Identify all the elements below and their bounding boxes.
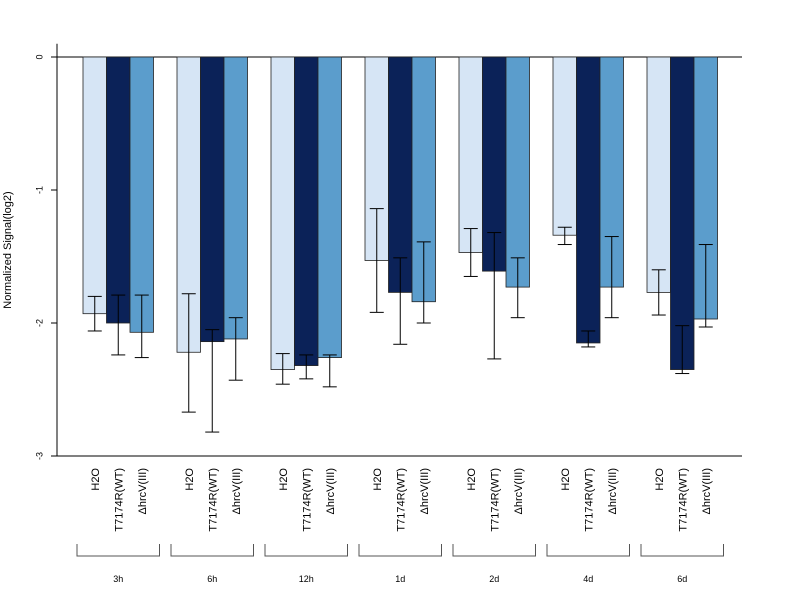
bar-label: H2O (654, 468, 666, 491)
group-bracket (76, 544, 160, 557)
bar (458, 56, 483, 253)
bars-layer (82, 56, 718, 433)
bar (82, 56, 107, 315)
bar-label: H2O (466, 468, 478, 491)
group-label: 2d (489, 574, 499, 584)
group-bracket (358, 544, 442, 557)
bar (576, 56, 601, 344)
group-label: 6h (207, 574, 217, 584)
bar-label: T7174R(WT) (395, 468, 407, 532)
bar-label: T7174R(WT) (677, 468, 689, 532)
group-label: 4d (583, 574, 593, 584)
bar-label: ΔhrcV(III) (701, 468, 713, 514)
y-tick-label: -1 (34, 186, 44, 194)
bar-label: H2O (560, 468, 572, 491)
bar (505, 56, 530, 288)
bar (106, 56, 131, 324)
bar-label: ΔhrcV(III) (231, 468, 243, 514)
group-label: 1d (395, 574, 405, 584)
bar-label: H2O (184, 468, 196, 491)
bar (129, 56, 154, 333)
bar-label: H2O (90, 468, 102, 491)
bar (552, 56, 577, 236)
labels-layer: H2O T7174R(WT) ΔhrcV(III) 3h H2O T7174R(WT) Δh… (76, 468, 724, 584)
bar-label: ΔhrcV(III) (137, 468, 149, 514)
bar (200, 56, 225, 343)
bar (317, 56, 342, 358)
y-tick-label: 0 (34, 54, 44, 59)
bar-label: T7174R(WT) (301, 468, 313, 532)
group-label: 6d (677, 574, 687, 584)
bar-label: T7174R(WT) (583, 468, 595, 532)
group-bracket (170, 544, 254, 557)
group-label: 3h (113, 574, 123, 584)
y-tick-label: -2 (34, 319, 44, 327)
bar (270, 56, 295, 370)
bar (388, 56, 413, 293)
group-bracket (452, 544, 536, 557)
group-bracket (546, 544, 630, 557)
y-tick-label: -3 (34, 452, 44, 460)
bar-label: T7174R(WT) (207, 468, 219, 532)
bar (223, 56, 248, 340)
y-axis-title: Normalized Signal(log2) (2, 191, 14, 308)
bar-label: ΔhrcV(III) (607, 468, 619, 514)
bar-label: T7174R(WT) (489, 468, 501, 532)
group-bracket (264, 544, 348, 557)
group-label: 12h (299, 574, 314, 584)
bar-label: H2O (278, 468, 290, 491)
bar-label: ΔhrcV(III) (513, 468, 525, 514)
bar (646, 56, 671, 293)
group-bracket (640, 544, 724, 557)
bar (670, 56, 695, 370)
bar-label: ΔhrcV(III) (325, 468, 337, 514)
bar (294, 56, 319, 366)
bar-label: T7174R(WT) (113, 468, 125, 532)
bar-label: H2O (372, 468, 384, 491)
bar-label: ΔhrcV(III) (419, 468, 431, 514)
